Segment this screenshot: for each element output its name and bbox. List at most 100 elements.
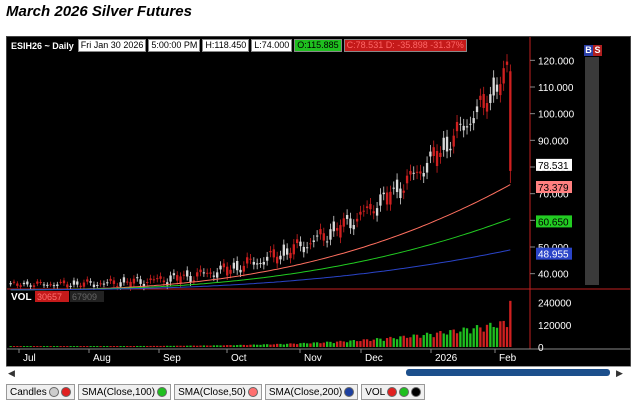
indicator-tag[interactable]: Candles: [6, 384, 75, 400]
volume-bar: [129, 345, 132, 347]
volume-bar: [242, 344, 246, 347]
candle-body: [362, 210, 365, 212]
candle-body: [112, 280, 116, 284]
volume-bar: [29, 346, 32, 347]
indicator-color-icon: [157, 387, 168, 397]
candle-body: [462, 125, 465, 131]
indicator-label: Candles: [10, 386, 47, 398]
symbol-label[interactable]: ESIH26 ~ Daily: [11, 40, 74, 51]
volume-bar: [425, 332, 429, 347]
scroll-left-arrow-icon[interactable]: ◀: [8, 368, 15, 378]
volume-bar: [439, 331, 442, 347]
indicator-label: SMA(Close,100): [81, 386, 156, 398]
scroll-right-arrow-icon[interactable]: ▶: [616, 368, 623, 378]
month-label: Oct: [231, 353, 247, 364]
price-axis-label: 40.000: [538, 270, 569, 281]
change-cell: C:78.531 D: -35.898 -31.37%: [343, 39, 467, 52]
price-chart[interactable]: 120.000110.000100.00090.00080.00070.0006…: [7, 37, 631, 378]
volume-bar: [319, 343, 322, 347]
indicator-color-icon: [399, 387, 410, 397]
candle-body: [109, 278, 112, 281]
candle-body: [472, 118, 475, 124]
sma50-line: [10, 184, 511, 291]
chart-window[interactable]: 120.000110.000100.00090.00080.00070.0006…: [6, 36, 631, 378]
volume-bar: [152, 345, 156, 347]
candle-body: [465, 126, 469, 128]
candle-body: [292, 244, 295, 255]
volume-bar: [335, 341, 339, 347]
scroll-thumb[interactable]: [406, 369, 610, 376]
volume-bar: [379, 338, 382, 347]
candle-body: [309, 243, 312, 245]
candle-body: [392, 187, 395, 189]
candle-body: [22, 282, 26, 285]
candle-body: [432, 147, 435, 157]
candle-body: [369, 203, 372, 210]
candle-body: [482, 94, 485, 108]
candle-body: [405, 175, 409, 184]
candle-body: [499, 84, 502, 96]
volume-bar: [405, 337, 409, 347]
candle-body: [339, 225, 342, 238]
volume-bar: [229, 345, 232, 347]
sell-button[interactable]: S: [593, 45, 602, 56]
candle-body: [505, 61, 509, 65]
volume-bar: [409, 337, 412, 347]
volume-bar: [272, 344, 275, 347]
volume-bar: [365, 339, 369, 347]
volume-bar: [212, 345, 216, 347]
month-label: Aug: [93, 353, 111, 364]
volume-bar: [285, 343, 289, 347]
candle-body: [489, 94, 492, 103]
indicator-tag[interactable]: SMA(Close,50): [174, 384, 262, 400]
volume-bar: [36, 346, 39, 347]
candle-body: [72, 280, 76, 285]
volume-bar: [39, 346, 42, 347]
candle-body: [342, 218, 345, 227]
volume-bar: [259, 344, 262, 347]
low-cell: L:74.000: [251, 39, 293, 52]
indicator-tag[interactable]: VOL: [361, 384, 426, 400]
volume-bar: [399, 336, 402, 347]
volume-bar: [122, 346, 126, 347]
volume-bar: [385, 338, 389, 347]
candle-body: [42, 284, 46, 286]
volume-bar: [42, 346, 46, 347]
volume-bar: [226, 345, 229, 347]
candle-body: [492, 77, 495, 96]
volume-axis-label: 0: [538, 343, 544, 354]
volume-bar: [309, 343, 312, 347]
volume-bar: [232, 345, 236, 347]
candle-body: [76, 281, 79, 285]
candle-body: [52, 285, 56, 287]
candle-body: [502, 68, 505, 84]
candle-body: [19, 285, 22, 287]
candle-body: [36, 281, 39, 284]
buy-button[interactable]: B: [584, 45, 593, 56]
candle-body: [172, 273, 176, 276]
price-axis-label: 90.000: [538, 136, 569, 147]
volume-bar: [89, 346, 92, 347]
candle-body: [455, 121, 459, 132]
time-scrollbar[interactable]: ◀ ▶: [6, 366, 631, 379]
candle-body: [189, 275, 192, 282]
sma200-line: [10, 249, 511, 291]
sma100-price-tag-bg: [536, 215, 572, 228]
candle-body: [495, 84, 499, 92]
candle-body: [479, 95, 482, 100]
volume-bar: [79, 346, 82, 347]
indicator-tag[interactable]: SMA(Close,200): [264, 384, 359, 400]
candle-body: [202, 272, 206, 274]
volume-bar: [392, 338, 395, 347]
candle-body: [429, 151, 432, 157]
volume-bar: [499, 321, 502, 347]
candle-body: [232, 262, 236, 269]
candle-body: [435, 151, 439, 167]
candle-body: [319, 229, 322, 235]
volume-bar: [222, 345, 226, 347]
high-cell: H:118.450: [202, 39, 250, 52]
month-label: Dec: [365, 353, 383, 364]
candle-body: [149, 278, 152, 281]
indicator-tag[interactable]: SMA(Close,100): [77, 384, 172, 400]
volume-bar: [106, 346, 109, 347]
